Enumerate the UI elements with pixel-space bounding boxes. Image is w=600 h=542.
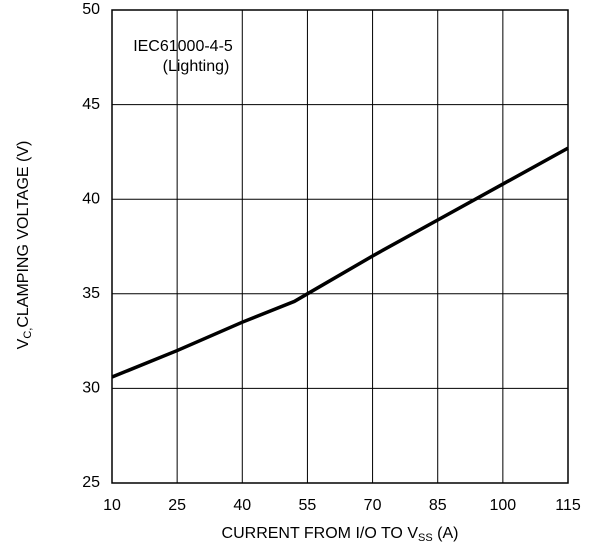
- y-tick-label: 25: [82, 474, 100, 491]
- x-tick-label: 10: [103, 497, 121, 514]
- annotation: IEC61000-4-5: [133, 38, 233, 55]
- y-tick-label: 30: [82, 380, 100, 397]
- y-label-rest: CLAMPING VOLTAGE (V): [15, 141, 32, 328]
- plot-frame: [111, 9, 569, 484]
- data-line: [111, 146, 569, 379]
- y-tick-label: 40: [82, 190, 100, 207]
- x-axis-label: CURRENT FROM I/O TO VSS (A): [222, 525, 459, 542]
- x-tick-label: 100: [490, 497, 517, 514]
- x-tick-label: 40: [233, 497, 251, 514]
- y-label-sub: C,: [22, 328, 34, 339]
- x-label-sub: SS: [418, 532, 433, 542]
- x-tick-label: 85: [429, 497, 447, 514]
- y-label-main: V: [15, 338, 32, 349]
- x-tick-label: 55: [299, 497, 317, 514]
- x-label-main: CURRENT FROM I/O TO V: [222, 525, 419, 542]
- x-tick-label: 25: [168, 497, 186, 514]
- x-tick-label: 115: [555, 497, 581, 514]
- y-tick-label: 45: [82, 96, 100, 113]
- x-label-rest: (A): [433, 525, 459, 542]
- x-tick-label: 70: [364, 497, 382, 514]
- y-tick-label: 35: [82, 285, 100, 302]
- annotation: (Lighting): [163, 58, 230, 75]
- y-axis-label: VC,CLAMPING VOLTAGE (V): [15, 141, 34, 350]
- y-tick-label: 50: [82, 1, 100, 18]
